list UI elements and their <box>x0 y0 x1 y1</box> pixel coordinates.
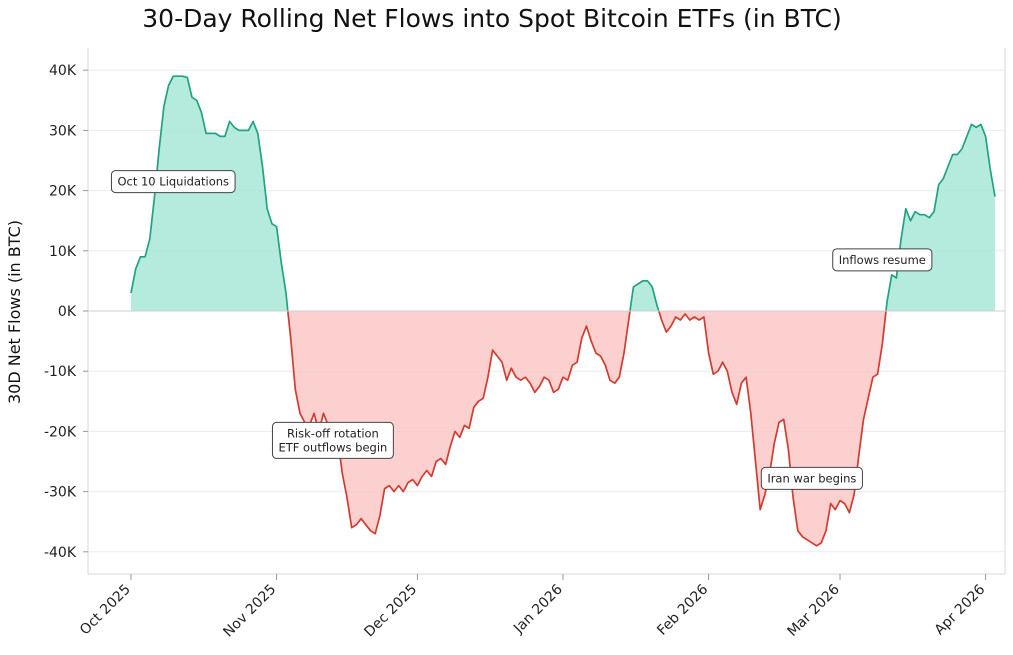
negative-line-3 <box>657 310 887 547</box>
x-tick-label: Oct 2025 <box>77 582 134 639</box>
positive-area-2 <box>630 280 659 311</box>
annotation-0: Oct 10 Liquidations <box>110 170 236 194</box>
positive-line-4 <box>885 123 996 312</box>
y-tick-label: 10K <box>49 244 77 260</box>
axes <box>87 48 1006 575</box>
annotation-text: Inflows resume <box>839 253 926 267</box>
positive-line-2 <box>629 280 660 312</box>
annotations: Oct 10 Liquidations Risk-off rotationETF … <box>110 170 933 490</box>
annotation-box <box>832 248 933 272</box>
y-tick-label: -30K <box>44 485 77 501</box>
x-tick-labels: Oct 2025 Nov 2025 Dec 2025 Jan 2026 Feb 2026… <box>77 574 988 640</box>
x-tick-label: Mar 2026 <box>785 581 843 639</box>
annotation-2: Iran war begins <box>760 466 863 490</box>
annotation-text: Risk-off rotation <box>287 426 379 440</box>
x-tick-label: Jan 2026 <box>510 581 566 637</box>
annotation-box <box>110 170 236 194</box>
y-tick-label: -20K <box>44 424 77 440</box>
y-tick-label: 40K <box>49 63 77 79</box>
positive-area-0 <box>131 76 288 311</box>
annotation-text: Oct 10 Liquidations <box>117 175 229 189</box>
annotation-box <box>271 421 394 459</box>
y-tick-label: 20K <box>49 184 77 200</box>
negative-area-3 <box>658 311 886 546</box>
annotation-text: ETF outflows begin <box>278 440 387 454</box>
annotation-box <box>760 466 863 490</box>
y-tick-label: -40K <box>44 545 77 561</box>
negative-line-1 <box>286 310 631 535</box>
chart-title: 30-Day Rolling Net Flows into Spot Bitco… <box>142 4 841 33</box>
negative-area-1 <box>287 311 630 534</box>
y-axis-label: 30D Net Flows (in BTC) <box>5 220 24 404</box>
annotation-3: Inflows resume <box>832 248 933 272</box>
x-tick-label: Nov 2025 <box>220 582 279 641</box>
x-tick-label: Dec 2025 <box>361 582 420 641</box>
y-tick-label: 30K <box>49 123 77 139</box>
y-tick-label: -10K <box>44 364 77 380</box>
positive-area-4 <box>886 124 995 312</box>
y-tick-labels: 40K 30K 20K 10K 0K -10K -20K -30K -40K <box>44 63 88 561</box>
x-tick-label: Apr 2026 <box>932 581 989 638</box>
annotation-text: Iran war begins <box>767 471 856 485</box>
x-tick-label: Feb 2026 <box>654 581 711 638</box>
y-tick-label: 0K <box>58 304 77 320</box>
